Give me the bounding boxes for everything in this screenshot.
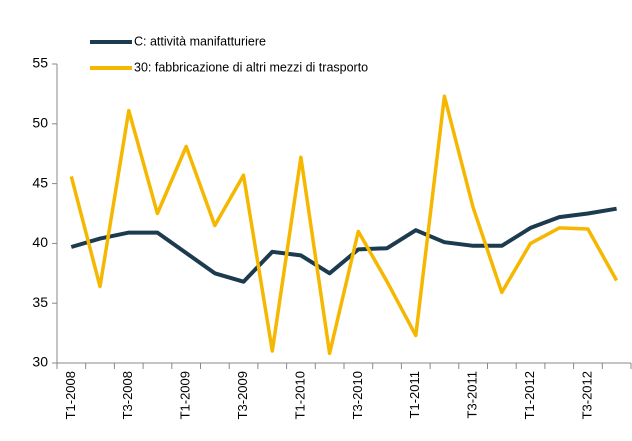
y-tick-label: 40	[32, 234, 48, 250]
x-tick-label: T3-2009	[235, 371, 250, 419]
legend-label: C: attività manifatturiere	[134, 34, 266, 48]
y-tick-label: 30	[32, 354, 48, 370]
series-line	[69, 94, 619, 356]
y-tick-label: 50	[32, 115, 48, 131]
series-line	[70, 206, 617, 284]
x-tick-label: T1-2010	[292, 371, 307, 419]
x-tick-label: T1-2008	[63, 371, 78, 419]
y-tick-label: 45	[32, 174, 48, 190]
x-tick-label: T3-2012	[579, 371, 594, 419]
x-tick-label: T1-2009	[178, 371, 193, 419]
x-tick-label: T1-2012	[522, 371, 537, 419]
x-tick-label: T1-2011	[407, 371, 422, 418]
y-tick-label: 55	[32, 55, 48, 71]
x-tick-label: T3-2010	[350, 371, 365, 419]
x-tick-label: T3-2008	[120, 371, 135, 419]
x-tick-label: T3-2011	[465, 371, 480, 418]
legend-label: 30: fabbricazione di altri mezzi di tras…	[134, 60, 368, 74]
y-tick-label: 35	[32, 294, 48, 310]
